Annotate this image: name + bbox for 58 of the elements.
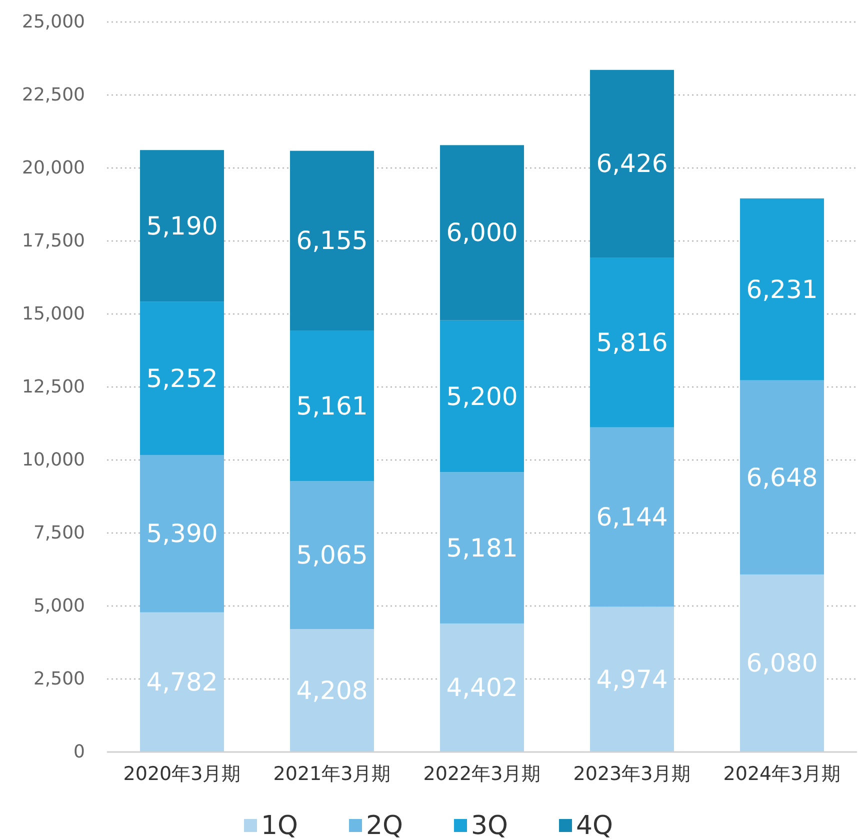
bar bbox=[440, 472, 524, 624]
data-label: 5,252 bbox=[146, 364, 218, 393]
bar bbox=[590, 606, 674, 752]
y-tick-label: 10,000 bbox=[22, 450, 85, 470]
x-tick-label: 2023年3月期 bbox=[573, 763, 691, 785]
data-label: 6,231 bbox=[746, 274, 818, 304]
data-label: 6,155 bbox=[296, 226, 368, 256]
bar bbox=[590, 258, 674, 428]
bar bbox=[140, 302, 224, 455]
data-label: 4,208 bbox=[296, 676, 368, 706]
bar bbox=[290, 629, 374, 752]
y-tick-label: 2,500 bbox=[33, 668, 85, 690]
legend-label: 3Q bbox=[471, 811, 508, 839]
bar bbox=[590, 70, 674, 258]
bar bbox=[140, 454, 224, 612]
data-label: 6,000 bbox=[446, 218, 518, 248]
bar bbox=[440, 145, 524, 320]
data-label: 5,181 bbox=[446, 533, 518, 562]
legend-label: 2Q bbox=[366, 811, 404, 839]
bar bbox=[590, 427, 674, 607]
y-tick-label: 25,000 bbox=[22, 12, 85, 32]
y-tick-label: 17,500 bbox=[22, 230, 85, 252]
data-label: 6,648 bbox=[746, 462, 818, 492]
bar bbox=[290, 150, 374, 331]
y-tick-label: 20,000 bbox=[22, 158, 85, 178]
bar bbox=[740, 380, 824, 574]
x-tick-label: 2024年3月期 bbox=[723, 763, 841, 785]
legend-label: 1Q bbox=[261, 811, 298, 839]
bar bbox=[440, 320, 524, 472]
data-label: 5,065 bbox=[296, 540, 368, 570]
data-label: 4,402 bbox=[446, 673, 518, 702]
bar bbox=[290, 330, 374, 482]
data-label: 6,080 bbox=[746, 648, 818, 678]
data-label: 4,974 bbox=[596, 664, 668, 694]
legend-label: 4Q bbox=[576, 811, 614, 839]
data-label: 4,782 bbox=[146, 668, 218, 697]
y-tick-label: 12,500 bbox=[22, 376, 85, 398]
bar bbox=[140, 612, 224, 752]
y-tick-label: 0 bbox=[74, 742, 85, 762]
x-tick-label: 2021年3月期 bbox=[273, 763, 391, 785]
data-label: 6,426 bbox=[596, 149, 668, 178]
bar bbox=[290, 481, 374, 630]
data-label: 5,200 bbox=[446, 382, 518, 411]
bar bbox=[740, 574, 824, 752]
bar bbox=[140, 150, 224, 302]
data-label: 5,816 bbox=[596, 328, 668, 357]
data-label: 6,144 bbox=[596, 502, 668, 532]
bar bbox=[740, 198, 824, 380]
x-tick-label: 2020年3月期 bbox=[123, 763, 241, 785]
data-label: 5,190 bbox=[146, 211, 218, 240]
data-label: 5,161 bbox=[296, 391, 368, 420]
y-tick-label: 22,500 bbox=[22, 84, 85, 106]
x-tick-label: 2022年3月期 bbox=[423, 763, 541, 785]
y-tick-label: 15,000 bbox=[22, 304, 85, 324]
data-label: 5,390 bbox=[146, 519, 218, 548]
bar bbox=[440, 623, 524, 752]
y-tick-label: 7,500 bbox=[33, 522, 85, 544]
y-tick-label: 5,000 bbox=[33, 596, 85, 616]
